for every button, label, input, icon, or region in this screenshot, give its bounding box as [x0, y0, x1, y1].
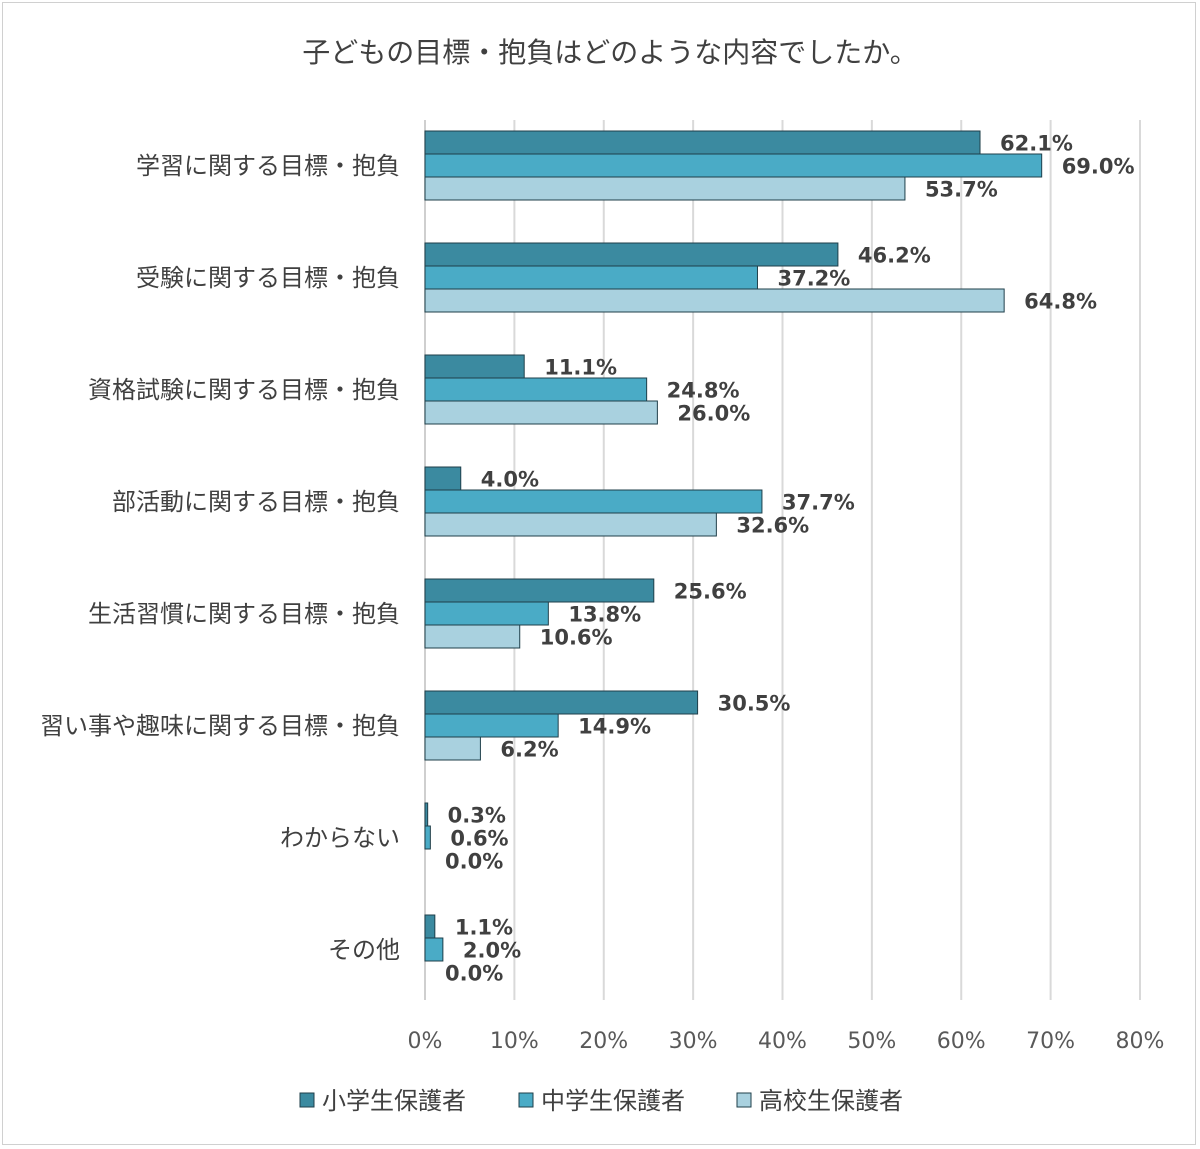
data-label: 26.0%: [677, 402, 750, 426]
legend-swatch: [518, 1092, 534, 1108]
x-tick-label: 20%: [579, 1029, 628, 1054]
bar: [424, 466, 462, 491]
bar: [424, 690, 699, 715]
category-label: 習い事や趣味に関する目標・抱負: [40, 712, 400, 740]
bar: [424, 354, 525, 379]
data-label: 0.6%: [450, 827, 508, 851]
x-tick-label: 0%: [408, 1029, 443, 1054]
bars: 62.1%69.0% 53.7% 46.2% 37.2% 64.8% 11.1% 24.8%…: [424, 130, 1135, 986]
x-tick-label: 80%: [1116, 1029, 1165, 1054]
category-label: わからない: [280, 824, 400, 852]
grid-lines: [424, 120, 1141, 1000]
data-label: 0.3%: [448, 804, 506, 828]
data-label: 0.0%: [445, 850, 503, 874]
bar: [424, 176, 906, 201]
data-label: 13.8%: [568, 603, 641, 627]
bar: [424, 512, 717, 537]
data-label: 14.9%: [578, 715, 651, 739]
bar: [424, 937, 444, 962]
legend-swatch: [736, 1092, 752, 1108]
bar: [424, 825, 431, 850]
chart-title: 子どもの目標・抱負はどのような内容でしたか。: [302, 36, 917, 69]
data-label: 46.2%: [858, 244, 931, 268]
bar: [424, 578, 655, 603]
category-labels: 学習に関する目標・抱負受験に関する目標・抱負資格試験に関する目標・抱負部活動に関…: [40, 152, 400, 964]
bar: [424, 601, 549, 626]
category-label: 資格試験に関する目標・抱負: [88, 376, 400, 404]
legend: 小学生保護者 中学生保護者 高校生保護者: [299, 1087, 903, 1115]
data-label: 53.7%: [925, 178, 998, 202]
category-label: 生活習慣に関する目標・抱負: [88, 600, 400, 628]
x-tick-label: 70%: [1026, 1029, 1075, 1054]
data-label: 11.1%: [544, 356, 617, 380]
data-label: 6.2%: [500, 738, 558, 762]
data-label: 1.1%: [455, 916, 513, 940]
x-axis-ticks: 0% 10% 20% 30% 40% 50% 60% 70% 80%: [408, 1029, 1165, 1054]
bar: [424, 802, 429, 827]
data-label: 4.0%: [481, 468, 539, 492]
legend-label: 高校生保護者: [759, 1087, 903, 1115]
bar: [424, 624, 521, 649]
data-label: 10.6%: [540, 626, 613, 650]
legend-label: 中学生保護者: [541, 1087, 685, 1115]
bar: [424, 130, 981, 155]
bar: [424, 377, 648, 402]
data-label: 2.0%: [463, 939, 521, 963]
x-tick-label: 10%: [490, 1029, 539, 1054]
legend-swatch: [299, 1092, 315, 1108]
x-tick-label: 30%: [669, 1029, 718, 1054]
data-label: 62.1%: [1000, 132, 1073, 156]
data-label: 25.6%: [674, 580, 747, 604]
data-label: 37.2%: [777, 267, 850, 291]
data-label: 32.6%: [736, 514, 809, 538]
bar: [424, 736, 481, 761]
x-tick-label: 50%: [847, 1029, 896, 1054]
data-label: 64.8%: [1024, 290, 1097, 314]
data-label: 0.0%: [445, 962, 503, 986]
legend-label: 小学生保護者: [322, 1087, 466, 1115]
bar: [424, 400, 658, 425]
bar: [424, 153, 1043, 178]
x-tick-label: 40%: [758, 1029, 807, 1054]
x-tick-label: 60%: [937, 1029, 986, 1054]
bar: [424, 914, 436, 939]
data-label: 30.5%: [718, 692, 791, 716]
bar: [424, 265, 758, 290]
category-label: 学習に関する目標・抱負: [136, 152, 400, 180]
bar: [424, 489, 763, 514]
category-label: その他: [328, 936, 400, 964]
data-label: 24.8%: [667, 379, 740, 403]
category-label: 受験に関する目標・抱負: [136, 264, 400, 292]
data-label: 69.0%: [1062, 155, 1135, 179]
bar: [424, 713, 559, 738]
category-label: 部活動に関する目標・抱負: [112, 488, 400, 516]
data-label: 37.7%: [782, 491, 855, 515]
bar: [424, 242, 839, 267]
bar: [424, 288, 1005, 313]
